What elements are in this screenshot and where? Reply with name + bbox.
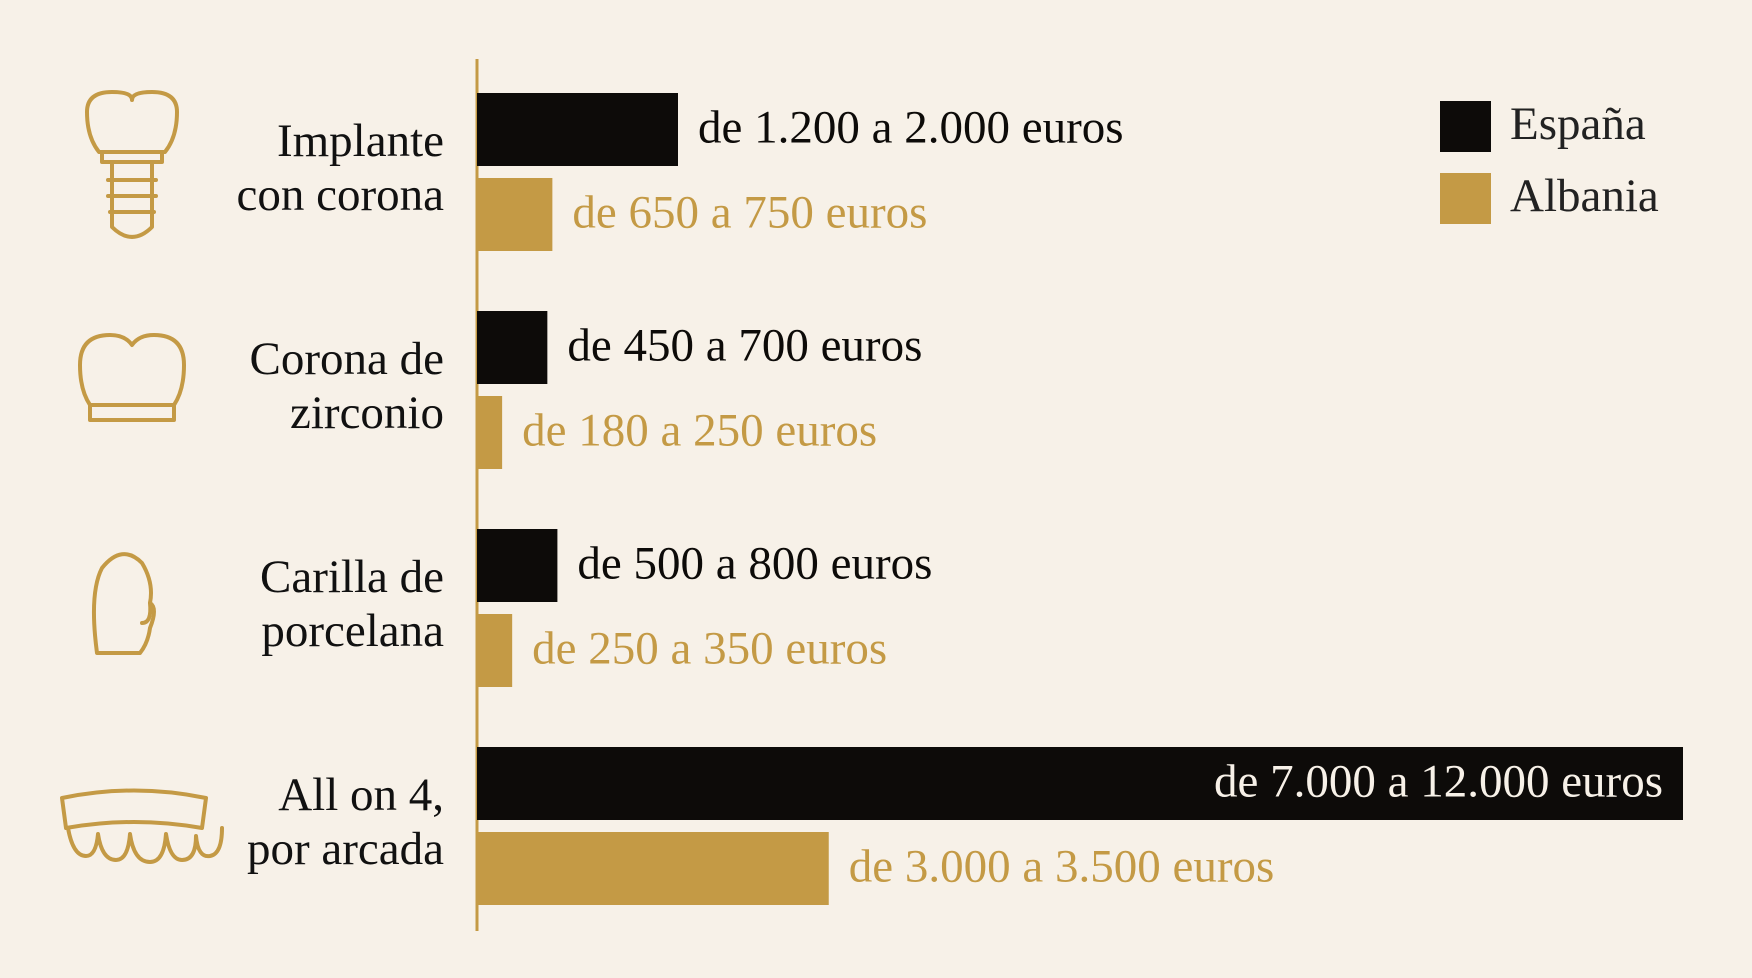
category-label: All on 4, por arcada [247,769,444,875]
bar [477,614,513,687]
value-label: de 7.000 a 12.000 euros [1214,755,1663,807]
value-label: de 500 a 800 euros [577,537,932,589]
legend-swatch [1440,173,1491,224]
bar [477,311,548,384]
bar [477,396,503,469]
legend-label: España [1510,98,1646,150]
implant-icon [85,90,179,239]
category-label: Carilla de porcelana [260,551,444,657]
value-label: de 250 a 350 euros [532,622,887,674]
value-label: de 180 a 250 euros [522,404,877,456]
category-label: Corona de zirconio [250,333,444,439]
bar [477,529,558,602]
value-label: de 1.200 a 2.000 euros [698,101,1124,153]
legend-swatch [1440,101,1491,152]
crown-icon [78,333,186,422]
bar [477,178,553,251]
bar [477,832,829,905]
bar [477,747,1683,820]
legend-label: Albania [1510,170,1659,222]
bar [477,93,678,166]
denture-icon [60,788,224,864]
value-label: de 650 a 750 euros [572,186,927,238]
category-label: Implante con corona [237,115,445,221]
value-label: de 450 a 700 euros [567,319,922,371]
veneer-icon [91,552,156,655]
value-label: de 3.000 a 3.500 euros [849,840,1275,892]
